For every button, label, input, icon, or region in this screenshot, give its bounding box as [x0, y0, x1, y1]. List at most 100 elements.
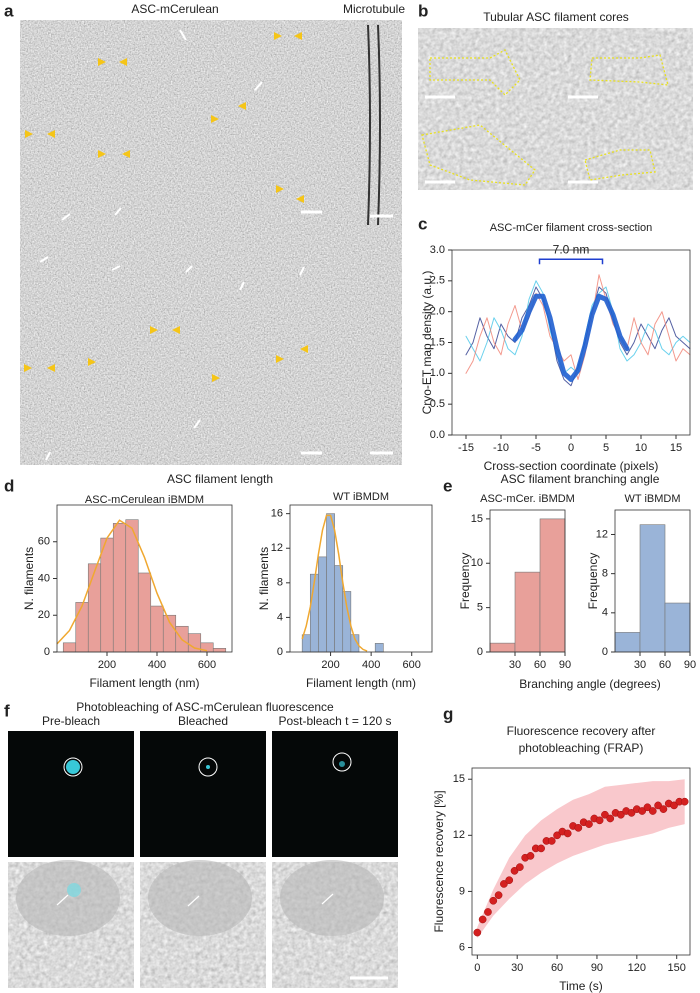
x-tick-label: 5 [603, 442, 609, 454]
panel-title: ASC filament branching angle [501, 472, 660, 486]
y-tick-label: 8 [602, 568, 608, 580]
panel-letter: a [4, 1, 14, 20]
x-tick-label: 10 [635, 442, 647, 454]
data-point [643, 803, 652, 812]
y-tick-label: 3.0 [430, 244, 445, 256]
data-point [670, 801, 678, 810]
bar [539, 518, 566, 653]
x-tick-label: 120 [628, 962, 646, 974]
tomogram [345, 263, 402, 465]
panel-letter: g [443, 704, 453, 723]
data-point [500, 880, 508, 888]
data-point [654, 801, 662, 810]
tomogram [20, 263, 78, 465]
x-axis-label: Time (s) [559, 979, 603, 993]
tomogram [272, 263, 330, 465]
tomogram [146, 263, 204, 465]
x-tick-label: 0 [474, 962, 480, 974]
data-point [648, 807, 657, 815]
x-tick-label: 30 [511, 962, 523, 974]
y-tick-label: 1.5 [430, 336, 445, 348]
data-point [606, 814, 615, 823]
tomogram [272, 20, 330, 228]
x-tick-label: 90 [684, 659, 696, 671]
fit-curve [301, 514, 368, 652]
column-label: Pre-bleach [42, 714, 100, 728]
y-tick-label: 6 [459, 941, 465, 953]
data-point [680, 797, 689, 806]
y-tick-label: 20 [38, 609, 50, 621]
y-tick-label: 9 [459, 885, 465, 897]
x-tick-label: 90 [591, 962, 603, 974]
bar [100, 537, 114, 653]
tomogram [20, 20, 78, 228]
y-tick-label: 15 [453, 773, 465, 785]
bar [326, 513, 335, 653]
panel-letter: b [418, 1, 428, 20]
plot-frame [471, 767, 691, 956]
data-point [638, 807, 646, 815]
panel-d-e: d ASC filament length e ASC filament bra… [4, 472, 661, 691]
data-point [526, 852, 535, 860]
bar [112, 523, 127, 653]
y-tick-label: 12 [453, 829, 465, 841]
y-tick-label: 2.0 [430, 306, 445, 318]
data-point [505, 876, 514, 885]
fit-curve [56, 519, 208, 652]
bar [62, 642, 77, 653]
core-outlines [421, 49, 669, 186]
chart: Fluorescence recovery after photobleachin… [432, 724, 691, 993]
data-point [585, 820, 593, 828]
tomogram [209, 20, 267, 228]
y-axis-label: Frequency [586, 553, 600, 610]
y-tick-label: 0.0 [430, 429, 445, 441]
chart-title: photobleaching (FRAP) [519, 741, 644, 755]
tomogram [209, 263, 267, 465]
white-arrows [39, 7, 305, 461]
data-point [537, 844, 545, 853]
x-tick-label: 30 [509, 659, 521, 671]
data-point [516, 863, 524, 871]
panel-letter: d [4, 476, 14, 495]
chart-title: ASC-mCer filament cross-section [490, 222, 653, 234]
scale-bars [425, 95, 598, 184]
y-tick-label: 0 [44, 646, 50, 658]
y-tick-label: 8 [277, 577, 283, 589]
y-tick-label: 0 [602, 646, 608, 658]
chart-title: WT iBMDM [333, 491, 389, 503]
y-tick-label: 15 [471, 513, 483, 525]
y-tick-label: 1.0 [430, 367, 445, 379]
y-axis-label: Cryo-ET map density (a.u.) [420, 271, 434, 415]
image-label: Actin [361, 245, 388, 259]
y-tick-label: 60 [38, 536, 50, 548]
plot-frame [56, 504, 233, 653]
bar [137, 572, 152, 653]
column-label: Post-bleach t = 120 s [278, 714, 391, 728]
panel-title: Tubular ASC filament cores [483, 10, 629, 24]
x-tick-label: 30 [634, 659, 646, 671]
x-tick-label: 0 [568, 442, 574, 454]
chart-title: Fluorescence recovery after [507, 724, 656, 738]
series-line [512, 293, 630, 382]
plot-frame [289, 504, 433, 653]
y-axis-label: N. filaments [257, 547, 271, 610]
brightfield-images [8, 860, 398, 988]
y-tick-label: 10 [471, 557, 483, 569]
bar [75, 602, 89, 653]
image-label: ASC-mCerulean [131, 2, 218, 16]
x-tick-label: 60 [534, 659, 546, 671]
tomogram [83, 263, 141, 465]
panel-title: Photobleaching of ASC-mCerulean fluoresc… [76, 700, 334, 714]
x-axis-label: Cross-section coordinate (pixels) [484, 459, 659, 473]
x-tick-label: 150 [668, 962, 686, 974]
dimension-bracket [538, 258, 604, 265]
x-tick-label: 90 [559, 659, 571, 671]
data-point [489, 896, 498, 905]
chart-title: WT iBMDM [624, 493, 680, 505]
x-tick-label: -5 [531, 442, 541, 454]
y-axis-label: Fluorescence recovery [%] [432, 790, 446, 932]
data-point [659, 805, 668, 813]
bar [212, 648, 227, 653]
data-point [553, 831, 561, 840]
